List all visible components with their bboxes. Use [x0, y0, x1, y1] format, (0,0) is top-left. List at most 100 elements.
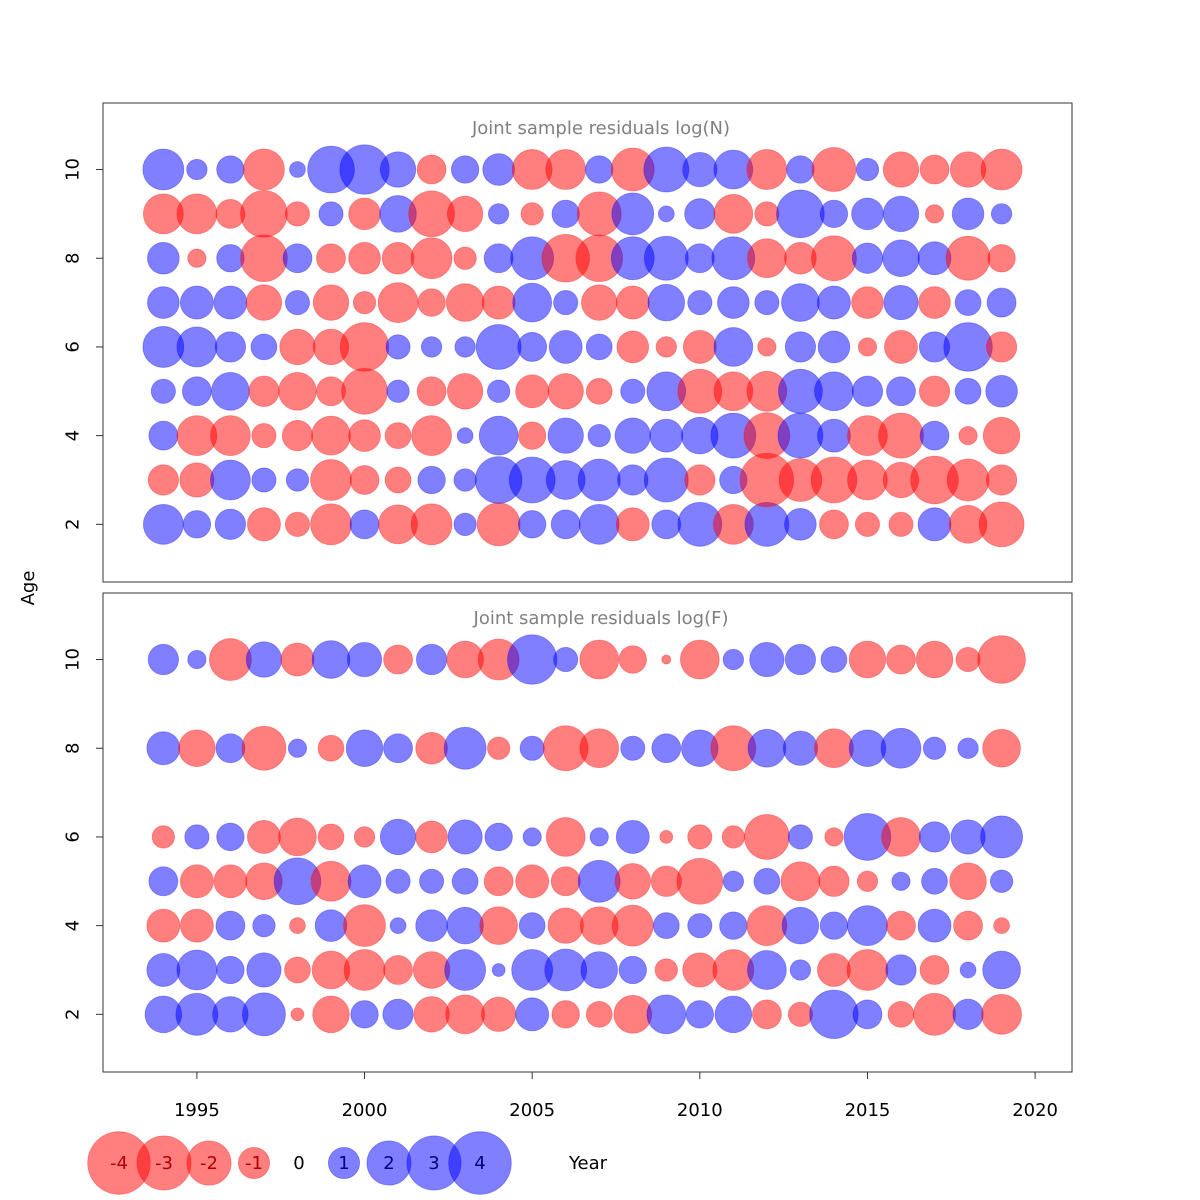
residual-bubble	[410, 503, 453, 546]
y-tick-label: 6	[63, 831, 84, 842]
residual-bubble	[551, 1000, 580, 1029]
residual-bubble	[577, 458, 621, 502]
residual-bubble	[520, 202, 544, 226]
residual-bubble	[817, 285, 851, 320]
residual-bubble	[547, 907, 584, 944]
residual-bubble	[982, 416, 1021, 455]
residual-bubble	[216, 155, 245, 184]
residual-bubble	[846, 949, 889, 991]
residual-bubble	[415, 731, 448, 765]
residual-bubble	[487, 736, 511, 760]
residual-bubble	[515, 374, 550, 409]
residual-bubble	[682, 151, 718, 188]
residual-bubble	[924, 204, 945, 224]
residual-bubble	[951, 197, 985, 231]
y-tick-label: 2	[63, 1009, 84, 1020]
residual-bubble	[952, 998, 984, 1030]
residual-bubble	[652, 912, 680, 940]
residual-bubble	[353, 826, 376, 848]
residual-bubble	[687, 290, 713, 316]
residual-bubble	[819, 509, 849, 540]
residual-bubble	[982, 950, 1021, 990]
residual-bubble	[310, 860, 352, 902]
panel-top-title: Joint sample residuals log(N)	[471, 118, 730, 139]
y-tick-label: 10	[63, 158, 84, 181]
residual-bubble	[346, 641, 383, 678]
x-tick-label: 2005	[509, 1100, 555, 1121]
residual-bubble	[978, 501, 1025, 548]
residual-bubble	[282, 243, 313, 274]
x-tick-label: 2020	[1012, 1100, 1058, 1121]
legend-bubble	[186, 1140, 232, 1186]
residual-bubble	[211, 371, 250, 411]
residual-bubble	[643, 146, 690, 193]
residual-bubble	[247, 820, 281, 854]
residual-bubble	[913, 992, 956, 1036]
residual-bubble	[178, 729, 216, 767]
residual-bubble	[522, 827, 542, 847]
residual-bubble	[287, 738, 308, 758]
residual-bubble	[148, 866, 179, 897]
residual-bubble	[819, 199, 849, 229]
residual-bubble	[746, 149, 788, 190]
residual-bubble	[959, 961, 977, 979]
panel-top-frame	[102, 102, 1073, 583]
residual-bubble	[982, 728, 1021, 768]
residual-bubble	[420, 336, 443, 358]
residual-bubble	[919, 420, 950, 451]
residual-bubble	[613, 995, 653, 1034]
residual-bubble	[714, 995, 753, 1034]
residual-bubble	[445, 283, 485, 322]
panel-top-bubbles	[142, 144, 1025, 548]
residual-bubble	[417, 465, 446, 495]
residual-bubble	[620, 735, 646, 761]
residual-bubble	[954, 289, 982, 316]
residual-bubble	[682, 952, 718, 988]
residual-bubble	[847, 459, 888, 501]
residual-bubble	[847, 905, 888, 947]
panel-top: Joint sample residuals log(N) 2 4 6 8 10	[63, 102, 1073, 583]
residual-bubble	[446, 195, 484, 233]
residual-bubble	[657, 205, 675, 223]
residual-bubble	[210, 459, 251, 501]
residual-bubble	[410, 237, 453, 280]
residual-bubble	[684, 198, 716, 230]
residual-bubble	[881, 817, 921, 857]
residual-bubble	[585, 377, 613, 405]
residual-bubble	[454, 336, 476, 358]
y-tick-label: 4	[63, 920, 84, 931]
residual-bubble	[381, 241, 415, 275]
residual-bubble	[684, 243, 715, 274]
residual-bubble	[922, 736, 947, 760]
residual-bubble	[651, 509, 682, 540]
residual-bubble	[383, 733, 413, 764]
residual-bubble	[250, 333, 278, 361]
residual-bubble	[581, 284, 618, 321]
residual-bubble	[483, 866, 514, 897]
residual-bubble	[248, 375, 280, 407]
residual-bubble	[848, 729, 887, 767]
residual-bubble	[415, 820, 448, 854]
residual-bubble	[744, 501, 790, 547]
legend-label: 1	[338, 1153, 349, 1174]
residual-bubble	[176, 193, 218, 235]
residual-bubble	[453, 246, 477, 270]
residual-bubble	[747, 728, 787, 768]
residual-bubble	[512, 282, 553, 323]
residual-bubble	[985, 331, 1018, 363]
y-tick-label: 6	[63, 341, 84, 352]
residual-bubble	[246, 952, 282, 988]
residual-bubble	[814, 371, 854, 412]
residual-bubble	[721, 825, 745, 849]
residual-bubble	[589, 827, 609, 847]
residual-bubble	[949, 862, 987, 901]
residual-bubble	[820, 646, 848, 673]
residual-bubble	[848, 640, 887, 679]
x-tick-label: 2015	[845, 1100, 891, 1121]
residual-bubble	[919, 154, 950, 185]
residual-bubble	[318, 201, 344, 227]
residual-bubble	[316, 376, 346, 407]
residual-bubble	[146, 731, 181, 766]
residual-bubble	[507, 634, 558, 685]
residual-bubble	[647, 283, 686, 322]
